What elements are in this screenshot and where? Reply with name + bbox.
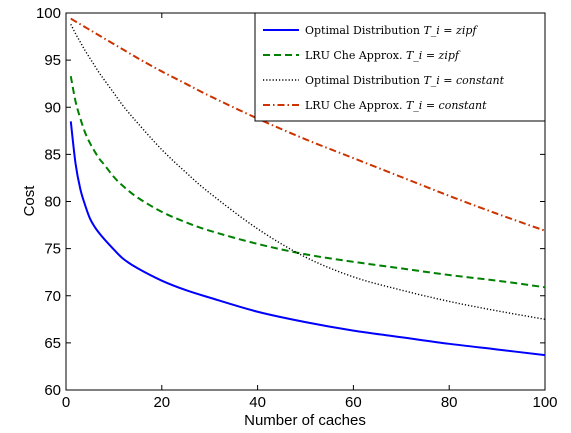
legend-label-math: T_i = constant	[406, 99, 487, 112]
legend-label-math: T_i = zipf	[423, 24, 478, 37]
legend-box	[254, 12, 546, 122]
y-tick-label: 90	[44, 99, 61, 116]
legend-label-text: LRU Che Approx.	[305, 99, 406, 112]
legend-label-text: Optimal Distribution	[305, 24, 423, 37]
series-lines	[69, 17, 546, 357]
x-tick-label: 100	[532, 394, 557, 411]
legend-label-text: Optimal Distribution	[305, 74, 423, 87]
y-tick-label: 100	[36, 5, 61, 22]
y-tick-label: 70	[44, 288, 61, 305]
series-line-4	[70, 17, 546, 232]
y-tick-label: 95	[44, 52, 61, 69]
x-tick-label: 80	[441, 394, 458, 411]
legend-label-3: Optimal Distribution T_i = constant	[305, 74, 505, 87]
axis-ticks: 0 20 40 60 80 100 60 65 70 75 80 85 90 95 100	[36, 5, 558, 411]
series-line-1	[69, 121, 546, 357]
legend-label-math: T_i = zipf	[406, 49, 461, 62]
y-tick-label: 85	[44, 146, 61, 163]
legend-label-1: Optimal Distribution T_i = zipf	[305, 24, 478, 37]
legend-label-text: LRU Che Approx.	[305, 49, 406, 62]
legend-label-4: LRU Che Approx. T_i = constant	[305, 99, 487, 112]
x-axis-label: Number of caches	[244, 412, 366, 429]
y-tick-label: 80	[44, 194, 61, 211]
y-tick-label: 75	[44, 241, 61, 258]
x-tick-label: 60	[345, 394, 362, 411]
x-tick-label: 40	[249, 394, 266, 411]
x-tick-label: 0	[62, 394, 70, 411]
y-axis-label: Cost	[21, 185, 38, 217]
legend-label-math: T_i = constant	[423, 74, 504, 87]
y-tick-label: 60	[44, 382, 61, 399]
series-line-3	[70, 23, 546, 320]
legend-label-2: LRU Che Approx. T_i = zipf	[305, 49, 461, 62]
y-tick-label: 65	[44, 335, 61, 352]
series-line-2	[69, 75, 546, 289]
x-tick-label: 20	[153, 394, 170, 411]
